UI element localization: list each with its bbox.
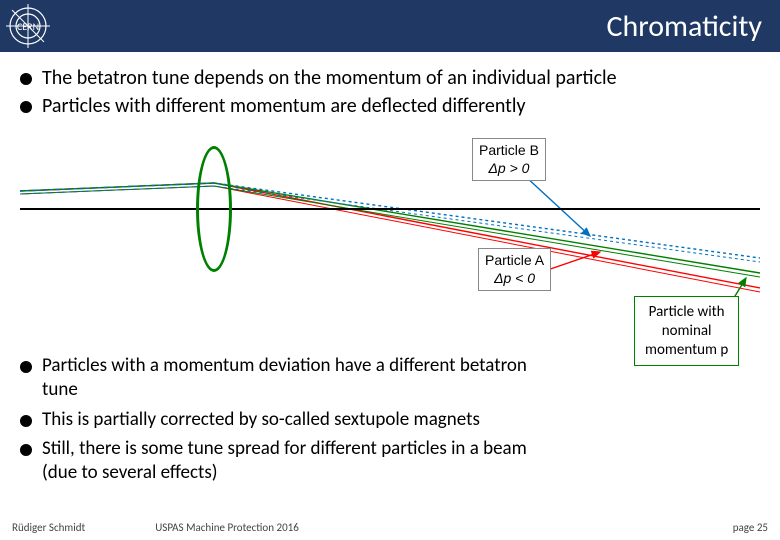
nominal-momentum-label: Particle with nominal momentum p — [634, 296, 739, 366]
bullet-item: Particles with different momentum are de… — [20, 94, 760, 118]
bullet-item: Still, there is some tune spread for dif… — [20, 437, 530, 485]
label-b-line1: Particle B — [479, 142, 539, 160]
bullet-dot-icon — [20, 444, 32, 456]
beam-lines — [20, 183, 760, 292]
green-line2: nominal — [645, 322, 728, 341]
particle-a-label: Particle A Δp < 0 — [478, 248, 551, 291]
bullet-text: This is partially corrected by so-called… — [42, 408, 480, 432]
slide-footer: Rüdiger Schmidt USPAS Machine Protection… — [0, 521, 780, 534]
diagram-svg — [20, 128, 760, 298]
bullet-dot-icon — [20, 73, 32, 85]
top-bullet-list: The betatron tune depends on the momentu… — [20, 66, 760, 118]
cern-logo-text: CERN — [17, 20, 39, 33]
bullet-text: Particles with a momentum deviation have… — [42, 354, 530, 402]
bullet-item: Particles with a momentum deviation have… — [20, 354, 530, 402]
bullet-text: Particles with different momentum are de… — [42, 94, 526, 118]
label-b-line2: Δp > 0 — [479, 160, 539, 178]
label-a-line1: Particle A — [485, 252, 544, 270]
bullet-dot-icon — [20, 101, 32, 113]
bullet-item: The betatron tune depends on the momentu… — [20, 66, 760, 90]
focusing-lens — [196, 146, 232, 272]
bottom-content: Particles with a momentum deviation have… — [20, 354, 530, 491]
cern-logo: CERN — [0, 0, 56, 52]
footer-event: USPAS Machine Protection 2016 — [85, 521, 733, 534]
label-a-line2: Δp < 0 — [485, 270, 544, 288]
bullet-dot-icon — [20, 361, 32, 373]
bullet-item: This is partially corrected by so-called… — [20, 408, 530, 432]
slide-title: Chromaticity — [606, 8, 762, 45]
bullet-text: Still, there is some tune spread for dif… — [42, 437, 530, 485]
green-line1: Particle with — [645, 303, 728, 322]
chromaticity-diagram: Particle B Δp > 0 Particle A Δp < 0 Part… — [20, 128, 760, 298]
footer-author: Rüdiger Schmidt — [12, 521, 85, 534]
optical-axis — [20, 208, 760, 210]
slide-header: CERN Chromaticity — [0, 0, 780, 52]
bottom-bullet-list: Particles with a momentum deviation have… — [20, 354, 530, 485]
bullet-text: The betatron tune depends on the momentu… — [42, 66, 617, 90]
footer-page: page 25 — [733, 521, 768, 534]
top-content: The betatron tune depends on the momentu… — [0, 52, 780, 298]
particle-b-label: Particle B Δp > 0 — [472, 138, 546, 181]
bullet-dot-icon — [20, 415, 32, 427]
green-line3: momentum p — [645, 341, 728, 360]
arrow-lines — [525, 176, 746, 298]
